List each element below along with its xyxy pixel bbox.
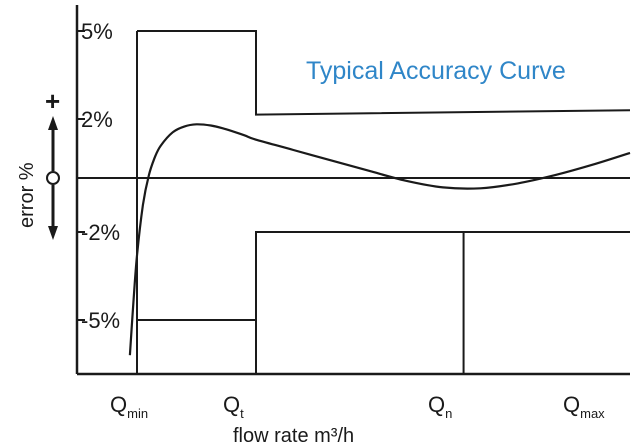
up-arrow-icon [48,116,58,130]
lower-limit-line [137,231,630,321]
upper-limit-line [137,30,631,116]
error-limit-lines [136,30,631,374]
zero-marker-circle [46,171,60,185]
chart-title: Typical Accuracy Curve [306,57,566,85]
x-tick-label: Qt [223,392,244,421]
x-tick-label: Qmin [110,392,148,421]
x-axis-label: flow rate m³/h [233,425,354,446]
error-direction-indicator: + [45,86,60,240]
y-tick-label: 2% [81,107,113,132]
y-axis-label: error % [16,162,38,228]
x-tick-label: Qmax [563,392,605,421]
y-tick-label: 5% [81,19,113,44]
x-tick-labels: Qmin Qt Qn Qmax [110,392,605,421]
y-tick-label: -5% [81,308,120,333]
accuracy-curve [128,123,631,356]
y-tick-labels: 5% 2% -2% -5% [77,19,120,333]
x-tick-label: Qn [428,392,452,421]
plus-sign: + [45,86,60,116]
y-tick-label: -2% [81,220,120,245]
down-arrow-icon [48,226,58,240]
chart-axes [75,5,630,376]
